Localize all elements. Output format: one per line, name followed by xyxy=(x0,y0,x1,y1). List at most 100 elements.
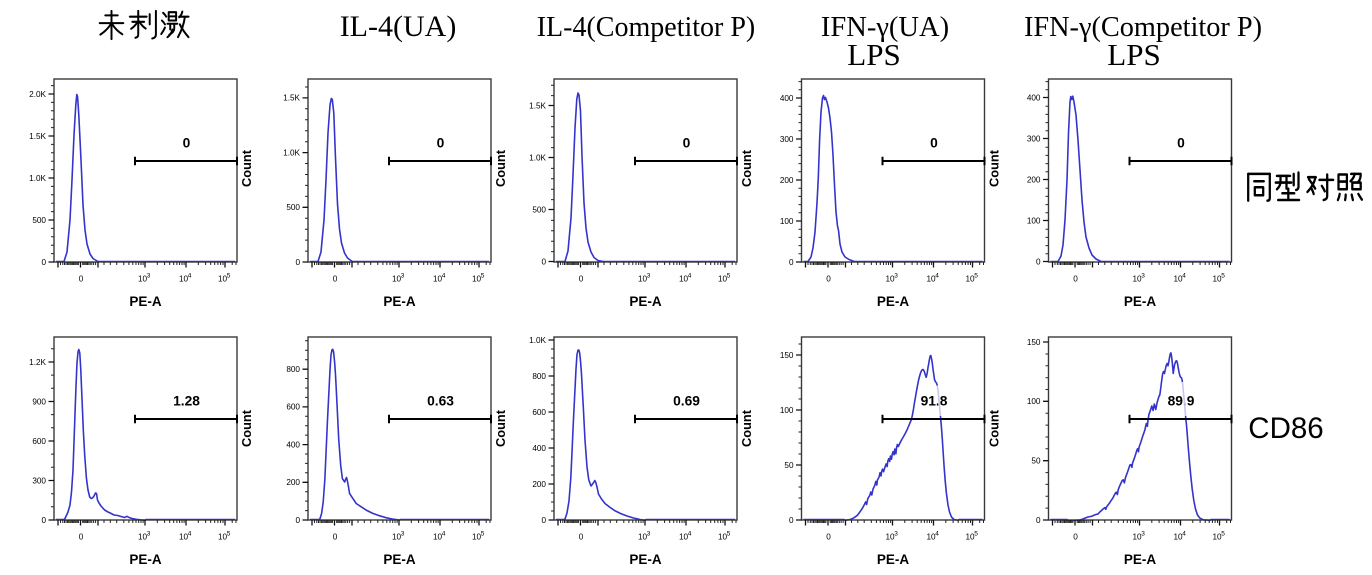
svg-text:3: 3 xyxy=(647,273,651,280)
svg-text:4: 4 xyxy=(935,273,939,280)
svg-text:0: 0 xyxy=(930,136,938,151)
svg-text:3: 3 xyxy=(647,531,651,538)
svg-text:PE-A: PE-A xyxy=(129,552,162,567)
svg-text:5: 5 xyxy=(974,273,978,280)
svg-text:4: 4 xyxy=(188,273,192,280)
svg-text:3: 3 xyxy=(894,531,898,538)
svg-text:100: 100 xyxy=(1027,397,1041,406)
svg-text:10: 10 xyxy=(392,533,402,542)
svg-text:CD86: CD86 xyxy=(1248,412,1323,445)
svg-text:4: 4 xyxy=(1182,531,1186,538)
svg-text:10: 10 xyxy=(679,533,689,542)
svg-text:0: 0 xyxy=(1177,136,1185,151)
svg-text:PE-A: PE-A xyxy=(383,552,416,567)
svg-text:PE-A: PE-A xyxy=(629,552,662,567)
svg-text:3: 3 xyxy=(147,273,151,280)
svg-text:1.0K: 1.0K xyxy=(283,148,300,157)
svg-text:500: 500 xyxy=(532,205,546,214)
svg-text:Count: Count xyxy=(239,149,254,187)
svg-text:500: 500 xyxy=(32,216,46,225)
svg-text:400: 400 xyxy=(286,440,300,449)
svg-text:PE-A: PE-A xyxy=(1124,294,1157,309)
svg-text:0: 0 xyxy=(183,136,191,151)
svg-text:Count: Count xyxy=(239,409,254,447)
svg-text:10: 10 xyxy=(718,275,728,284)
svg-text:3: 3 xyxy=(401,531,405,538)
svg-text:10: 10 xyxy=(433,533,443,542)
svg-text:0: 0 xyxy=(79,533,84,542)
svg-text:10: 10 xyxy=(885,533,895,542)
svg-text:1.0K: 1.0K xyxy=(29,174,46,183)
svg-text:Count: Count xyxy=(493,149,508,187)
svg-text:10: 10 xyxy=(179,533,189,542)
svg-text:10: 10 xyxy=(1173,533,1183,542)
svg-text:10: 10 xyxy=(1132,533,1142,542)
svg-text:PE-A: PE-A xyxy=(629,294,662,309)
svg-text:3: 3 xyxy=(401,273,405,280)
svg-text:5: 5 xyxy=(481,531,485,538)
svg-text:10: 10 xyxy=(392,275,402,284)
svg-text:0: 0 xyxy=(826,533,831,542)
svg-text:50: 50 xyxy=(784,461,794,470)
svg-text:150: 150 xyxy=(1027,338,1041,347)
svg-text:Count: Count xyxy=(739,149,754,187)
svg-text:3: 3 xyxy=(1141,531,1145,538)
svg-text:400: 400 xyxy=(532,444,546,453)
svg-text:0: 0 xyxy=(789,258,794,267)
svg-text:100: 100 xyxy=(780,406,794,415)
svg-text:150: 150 xyxy=(780,351,794,360)
svg-text:0: 0 xyxy=(437,136,445,151)
svg-text:4: 4 xyxy=(442,531,446,538)
svg-text:50: 50 xyxy=(1031,457,1041,466)
svg-text:IFN-γ(UA): IFN-γ(UA) xyxy=(821,12,949,43)
svg-text:3: 3 xyxy=(147,531,151,538)
svg-text:0: 0 xyxy=(683,136,691,151)
svg-text:0: 0 xyxy=(579,275,584,284)
svg-text:10: 10 xyxy=(1212,533,1222,542)
svg-text:5: 5 xyxy=(1221,531,1225,538)
svg-text:300: 300 xyxy=(1027,134,1041,143)
svg-text:600: 600 xyxy=(532,408,546,417)
svg-text:5: 5 xyxy=(481,273,485,280)
svg-text:5: 5 xyxy=(227,273,231,280)
svg-text:1.5K: 1.5K xyxy=(29,132,46,141)
svg-text:0: 0 xyxy=(41,258,46,267)
svg-text:800: 800 xyxy=(286,365,300,374)
svg-text:0: 0 xyxy=(79,275,84,284)
svg-text:1.5K: 1.5K xyxy=(283,94,300,103)
svg-text:IFN-γ(Competitor P): IFN-γ(Competitor P) xyxy=(1024,12,1262,43)
svg-text:300: 300 xyxy=(32,476,46,485)
svg-text:1.2K: 1.2K xyxy=(29,358,46,367)
svg-text:5: 5 xyxy=(1221,273,1225,280)
svg-text:0: 0 xyxy=(541,516,546,525)
svg-text:5: 5 xyxy=(727,273,731,280)
svg-text:Count: Count xyxy=(739,409,754,447)
svg-text:0: 0 xyxy=(295,516,300,525)
svg-text:4: 4 xyxy=(935,531,939,538)
svg-text:4: 4 xyxy=(688,273,692,280)
svg-text:0: 0 xyxy=(1036,257,1041,266)
svg-text:4: 4 xyxy=(1182,273,1186,280)
svg-text:4: 4 xyxy=(188,531,192,538)
svg-text:IL-4(UA): IL-4(UA) xyxy=(340,10,457,43)
svg-text:0.63: 0.63 xyxy=(427,394,454,409)
svg-text:Count: Count xyxy=(986,409,1001,447)
svg-text:200: 200 xyxy=(780,176,794,185)
svg-text:0: 0 xyxy=(1073,275,1078,284)
svg-text:PE-A: PE-A xyxy=(1124,552,1157,567)
svg-text:10: 10 xyxy=(638,533,648,542)
svg-text:3: 3 xyxy=(1141,273,1145,280)
svg-text:100: 100 xyxy=(780,217,794,226)
svg-text:100: 100 xyxy=(1027,216,1041,225)
svg-text:400: 400 xyxy=(1027,93,1041,102)
svg-text:600: 600 xyxy=(286,403,300,412)
svg-text:1.0K: 1.0K xyxy=(529,336,546,345)
svg-text:10: 10 xyxy=(179,275,189,284)
svg-text:2.0K: 2.0K xyxy=(29,90,46,99)
svg-text:0.69: 0.69 xyxy=(673,394,700,409)
svg-text:10: 10 xyxy=(472,275,482,284)
svg-text:10: 10 xyxy=(965,533,975,542)
svg-text:1.28: 1.28 xyxy=(173,394,200,409)
svg-text:0: 0 xyxy=(789,516,794,525)
svg-text:0: 0 xyxy=(41,516,46,525)
